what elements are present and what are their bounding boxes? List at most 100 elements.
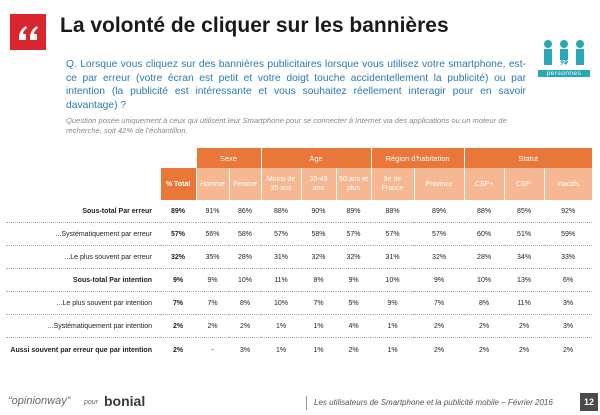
value-cell: 11%	[504, 291, 545, 315]
value-cell: 59%	[544, 222, 593, 246]
value-cell: -	[211, 346, 214, 354]
value-cell: 10%	[261, 291, 302, 315]
group-header: Age	[260, 148, 372, 168]
value-cell: 2%	[464, 314, 505, 338]
footer-separator	[306, 396, 307, 410]
column-header: Homme	[195, 168, 229, 200]
value-cell: 89%	[414, 200, 465, 223]
value-cell: 4%	[336, 314, 372, 338]
value-cell: 2%	[348, 346, 359, 354]
column-header: CSP+	[463, 168, 505, 200]
row-label: ...Systématiquement par intention	[6, 314, 160, 338]
table-row: ...Systématiquement par intention 2% 2% 2% 1…	[6, 314, 593, 338]
row-label: ...Le plus souvent par intention	[6, 291, 160, 315]
row-label: Sous-total Par erreur	[6, 200, 160, 223]
value-cell: 10%	[371, 268, 415, 292]
value-cell: 3%	[544, 314, 593, 338]
group-header: Sexe	[195, 148, 262, 168]
blank-cell	[6, 148, 196, 168]
column-header: Inactifs	[543, 168, 593, 200]
question-text: Q. Lorsque vous cliquez sur des bannière…	[66, 59, 526, 111]
table-row: Sous-total Par erreur 89% 91% 86% 88% 90% 89% 8…	[6, 200, 593, 223]
value-cell: 11%	[261, 268, 302, 292]
column-header: Province	[413, 168, 465, 200]
column-header: 35-49 ans	[300, 168, 337, 200]
value-cell: 13%	[504, 268, 545, 292]
page-number: 12	[580, 393, 598, 411]
value-cell: 33%	[544, 245, 593, 269]
row-label: Aussi souvent par erreur que par intenti…	[10, 346, 152, 354]
sample-count: 422	[558, 60, 570, 67]
value-cell: 1%	[301, 314, 337, 338]
value-cell: 2%	[433, 346, 445, 354]
row-label: ...Systématiquement par erreur	[6, 222, 160, 246]
value-cell: 88%	[371, 200, 415, 223]
column-header: Ile de France	[370, 168, 415, 200]
value-cell: 3%	[239, 346, 251, 354]
table-row: ...Le plus souvent par erreur 32% 35% 28% 31…	[6, 245, 593, 269]
value-cell: 2%	[519, 346, 530, 354]
row-label: ...Le plus souvent par erreur	[6, 245, 160, 269]
value-cell: 2%	[414, 314, 465, 338]
value-cell: 32%	[336, 245, 372, 269]
value-cell: 88%	[464, 200, 505, 223]
results-table: Sexe Age Région d'habitation Statut % Total…	[6, 148, 593, 363]
total-cell: 7%	[160, 291, 196, 315]
value-cell: 2%	[479, 346, 490, 354]
column-header: CSP-	[503, 168, 545, 200]
value-cell: 57%	[414, 222, 465, 246]
total-cell: 2%	[160, 314, 196, 338]
value-cell: 7%	[196, 291, 229, 315]
value-cell: 7%	[414, 291, 465, 315]
group-header: Statut	[463, 148, 593, 168]
value-cell: 85%	[504, 200, 545, 223]
value-cell: 58%	[301, 222, 337, 246]
value-cell: 1%	[371, 314, 415, 338]
value-cell: 86%	[229, 200, 262, 223]
question-note: Question posée uniquement à ceux qui uti…	[66, 116, 507, 135]
column-header: Moins de 35 ans	[260, 168, 302, 200]
column-row: % Total Homme Femme Moins de 35 ans 35-49 an…	[6, 168, 593, 200]
value-cell: 28%	[229, 245, 262, 269]
total-header: % Total	[159, 168, 196, 200]
column-header: Femme	[228, 168, 262, 200]
footer-pour: pour	[84, 399, 99, 406]
value-cell: 8%	[229, 291, 262, 315]
table-head: Sexe Age Région d'habitation Statut % Total…	[6, 148, 593, 200]
value-cell: 32%	[414, 245, 465, 269]
value-cell: 10%	[229, 268, 262, 292]
column-header: 50 ans et plus	[335, 168, 372, 200]
group-header: Région d'habitation	[370, 148, 465, 168]
blank-cell	[6, 168, 160, 200]
value-cell: 5%	[336, 291, 372, 315]
value-cell: 9%	[336, 268, 372, 292]
footer-caption: Les utilisateurs de Smartphone et la pub…	[314, 398, 553, 407]
table-row: ...Le plus souvent par intention 7% 7% 8% 10…	[6, 291, 593, 315]
total-cell: 57%	[160, 222, 196, 246]
total-cell: 32%	[160, 245, 196, 269]
value-cell: 90%	[301, 200, 337, 223]
value-cell: 10%	[464, 268, 505, 292]
row-label: Sous-total Par intention	[6, 268, 160, 292]
footer-brand: “opinionway”	[8, 395, 71, 407]
value-cell: 7%	[301, 291, 337, 315]
value-cell: 57%	[261, 222, 302, 246]
value-cell: 2%	[563, 346, 574, 354]
value-cell: 57%	[371, 222, 415, 246]
total-cell: 2%	[172, 346, 184, 354]
slide-title: La volonté de cliquer sur les bannières	[60, 14, 449, 37]
value-cell: 60%	[464, 222, 505, 246]
sample-icon	[544, 40, 584, 65]
value-cell: 57%	[336, 222, 372, 246]
table-row: Aussi souvent par erreur que par intenti…	[6, 338, 592, 363]
total-cell: 89%	[160, 200, 196, 223]
value-cell: 1%	[261, 314, 302, 338]
value-cell: 8%	[301, 268, 337, 292]
value-cell: 34%	[504, 245, 545, 269]
value-cell: 31%	[261, 245, 302, 269]
value-cell: 32%	[301, 245, 337, 269]
value-cell: 2%	[504, 314, 545, 338]
value-cell: 1%	[275, 346, 287, 354]
value-cell: 28%	[464, 245, 505, 269]
